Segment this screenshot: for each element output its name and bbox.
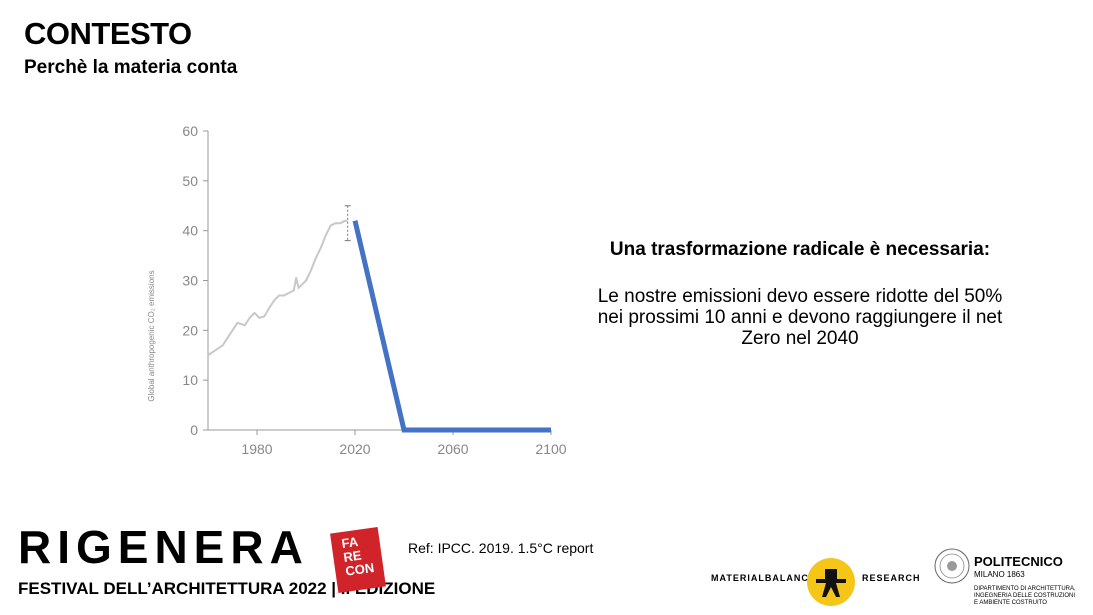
y-tick-label: 20 — [182, 322, 198, 338]
materialbalance-label: MATERIALBALANCE — [711, 573, 816, 583]
politecnico-city: MILANO 1863 — [974, 570, 1025, 579]
y-tick-label: 30 — [182, 273, 198, 289]
y-tick-label: 50 — [182, 173, 198, 189]
x-tick-label: 2020 — [339, 441, 370, 457]
farecon-badge: FA RE CON — [330, 526, 386, 594]
message-line: Zero nel 2040 — [741, 328, 859, 349]
historical-emissions-line — [207, 219, 348, 357]
research-label: RESEARCH — [862, 573, 921, 583]
message-body: Le nostre emissioni devo essere ridotte … — [560, 286, 1040, 349]
politecnico-seal-icon — [934, 548, 970, 584]
y-tick-label: 0 — [190, 422, 198, 438]
message-line: nei prossimi 10 anni e devono raggiunger… — [597, 307, 1003, 328]
rigenera-logo: RIGENERA — [18, 521, 309, 573]
reference-note: Ref: IPCC. 2019. 1.5°C report — [408, 540, 594, 556]
festival-label: FESTIVAL DELL’ARCHITETTURA 2022 | II EDI… — [18, 579, 436, 598]
net-zero-pathway-line — [352, 220, 551, 433]
chart-marks — [207, 205, 551, 433]
politecnico-department: DIPARTIMENTO DI ARCHITETTURA, INGEGNERIA… — [974, 586, 1084, 607]
emissions-chart: 0 10 20 30 40 50 60 1980 2020 2060 2100 Global ant… — [147, 123, 567, 457]
x-tick-label: 2100 — [535, 441, 566, 457]
page-subtitle: Perchè la materia conta — [24, 57, 238, 78]
chart-axes: 0 10 20 30 40 50 60 1980 2020 2060 2100 — [182, 123, 566, 457]
y-tick-label: 60 — [182, 123, 198, 139]
x-tick-label: 2060 — [437, 441, 468, 457]
dept-line: INGEGNERIA DELLE COSTRUZIONI — [974, 593, 1076, 599]
page-title: CONTESTO — [24, 16, 192, 51]
message-headline: Una trasformazione radicale è necessaria… — [609, 239, 991, 260]
y-tick-label: 40 — [182, 223, 198, 239]
dept-line: E AMBIENTE COSTRUITO — [974, 600, 1047, 606]
message-line: Le nostre emissioni devo essere ridotte … — [597, 286, 1003, 307]
y-tick-label: 10 — [182, 372, 198, 388]
y-axis-label: Global anthropogenic CO₂ emissions — [147, 270, 156, 401]
politecnico-name: POLITECNICO — [974, 554, 1063, 569]
dept-line: DIPARTIMENTO DI ARCHITETTURA, — [974, 586, 1076, 592]
materialbalance-logo-icon — [807, 558, 855, 606]
x-tick-label: 1980 — [241, 441, 272, 457]
